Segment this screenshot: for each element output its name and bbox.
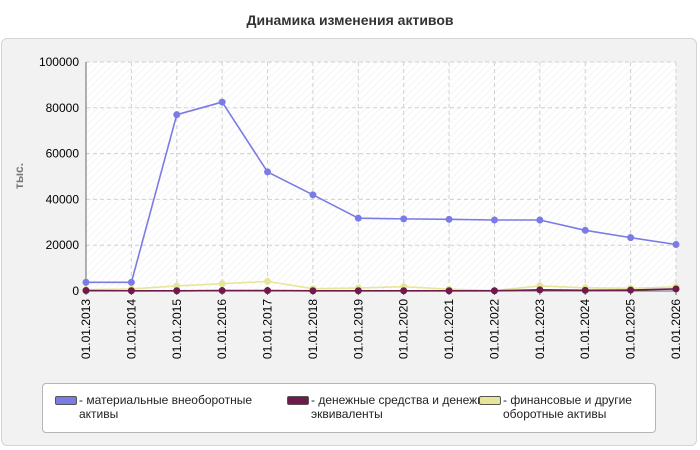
x-tick-label: 01.01.2014 xyxy=(124,299,138,359)
data-point[interactable] xyxy=(490,216,498,224)
plot-background xyxy=(86,62,676,291)
data-point[interactable] xyxy=(627,286,635,294)
x-tick-label: 01.01.2015 xyxy=(170,299,184,359)
y-tick-label: 100000 xyxy=(39,55,79,69)
data-point[interactable] xyxy=(581,286,589,294)
chart-title: Динамика изменения активов xyxy=(246,12,454,28)
y-axis-label: тыс. xyxy=(12,163,26,189)
x-tick-label: 01.01.2016 xyxy=(215,299,229,359)
data-point[interactable] xyxy=(173,111,181,119)
x-tick-label: 01.01.2020 xyxy=(397,299,411,359)
x-tick-label: 01.01.2021 xyxy=(442,299,456,359)
y-tick-label: 40000 xyxy=(46,192,80,206)
data-point[interactable] xyxy=(218,280,226,288)
x-tick-label: 01.01.2023 xyxy=(533,299,547,359)
legend-swatch-cash xyxy=(287,396,309,405)
data-point[interactable] xyxy=(264,168,272,176)
data-point[interactable] xyxy=(82,278,90,286)
legend-label-cash: - денежные средства и денежные эквивален… xyxy=(311,393,500,421)
data-point[interactable] xyxy=(354,214,362,222)
data-point[interactable] xyxy=(490,287,498,295)
data-point[interactable] xyxy=(672,285,680,293)
legend-label-tangible-assets: - материальные внеоборотные активы xyxy=(79,393,252,421)
x-tick-label: 01.01.2024 xyxy=(578,299,592,359)
data-point[interactable] xyxy=(400,215,408,223)
x-tick-label: 01.01.2018 xyxy=(306,299,320,359)
data-point[interactable] xyxy=(445,215,453,223)
series-line-0 xyxy=(86,101,677,284)
x-tick-label: 01.01.2025 xyxy=(624,299,638,359)
data-point[interactable] xyxy=(672,241,680,249)
data-point[interactable] xyxy=(127,287,135,295)
x-tick-label: 01.01.2017 xyxy=(261,299,275,359)
y-tick-label: 80000 xyxy=(46,101,80,115)
data-point[interactable] xyxy=(536,216,544,224)
legend-label-financial-assets: - финансовые и другие оборотные активы xyxy=(503,393,632,421)
legend: - материальные внеоборотные активы - ден… xyxy=(42,383,656,433)
series-line-2 xyxy=(85,280,677,292)
data-point[interactable] xyxy=(581,226,589,234)
x-tick-label: 01.01.2019 xyxy=(351,299,365,359)
data-point[interactable] xyxy=(264,287,272,295)
data-point[interactable] xyxy=(354,287,362,295)
data-point[interactable] xyxy=(445,287,453,295)
data-point[interactable] xyxy=(127,278,135,286)
series-lines xyxy=(82,98,680,295)
data-point[interactable] xyxy=(627,234,635,242)
x-tick-label: 01.01.2013 xyxy=(79,299,93,359)
data-point[interactable] xyxy=(218,98,226,106)
series-line-1 xyxy=(85,288,677,292)
x-tick-label: 01.01.2022 xyxy=(487,299,501,359)
data-point[interactable] xyxy=(309,191,317,199)
x-tick-label: 01.01.2026 xyxy=(669,299,683,359)
y-tick-label: 0 xyxy=(72,284,79,298)
data-point[interactable] xyxy=(218,287,226,295)
data-point[interactable] xyxy=(82,287,90,295)
tick-labels: 0 20000 40000 60000 80000 100000 01.01.2013 01.… xyxy=(39,55,683,359)
data-point[interactable] xyxy=(536,286,544,294)
legend-swatch-tangible-assets xyxy=(55,396,77,405)
data-point[interactable] xyxy=(264,277,272,285)
y-tick-label: 60000 xyxy=(46,147,80,161)
data-point[interactable] xyxy=(400,287,408,295)
y-tick-label: 20000 xyxy=(46,238,80,252)
data-point[interactable] xyxy=(309,287,317,295)
grid-lines xyxy=(86,61,677,291)
legend-swatch-financial-assets xyxy=(479,396,501,405)
data-point[interactable] xyxy=(173,287,181,295)
